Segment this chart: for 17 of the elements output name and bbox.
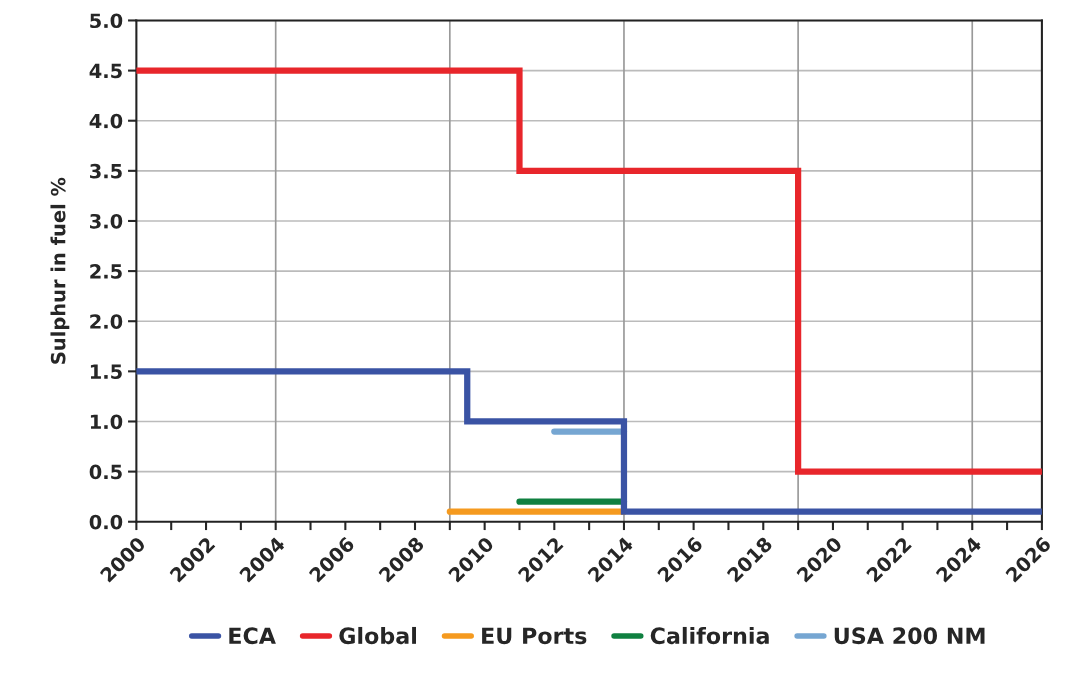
y-tick-label: 3.5	[90, 163, 122, 179]
legend-label: Global	[339, 626, 416, 645]
legend-label: EU Ports	[482, 627, 587, 645]
y-tick-label: 0.5	[89, 464, 122, 480]
y-tick-label: 1.5	[90, 364, 122, 380]
y-tick-label: 4.5	[89, 63, 122, 79]
y-axis-title: Sulphur in fuel %	[50, 177, 70, 364]
y-tick-label: 4.0	[89, 113, 123, 129]
legend-label: California	[650, 626, 769, 645]
legend-label: ECA	[229, 627, 276, 645]
y-tick-label: 2.5	[90, 264, 122, 279]
legend-label: USA 200 NM	[834, 627, 985, 645]
y-tick-label: 0.0	[89, 514, 123, 530]
y-tick-label: 1.0	[90, 414, 123, 430]
y-tick-label: 5.0	[90, 13, 123, 29]
y-tick-label: 2.0	[90, 314, 123, 329]
y-tick-label: 3.0	[90, 213, 123, 229]
